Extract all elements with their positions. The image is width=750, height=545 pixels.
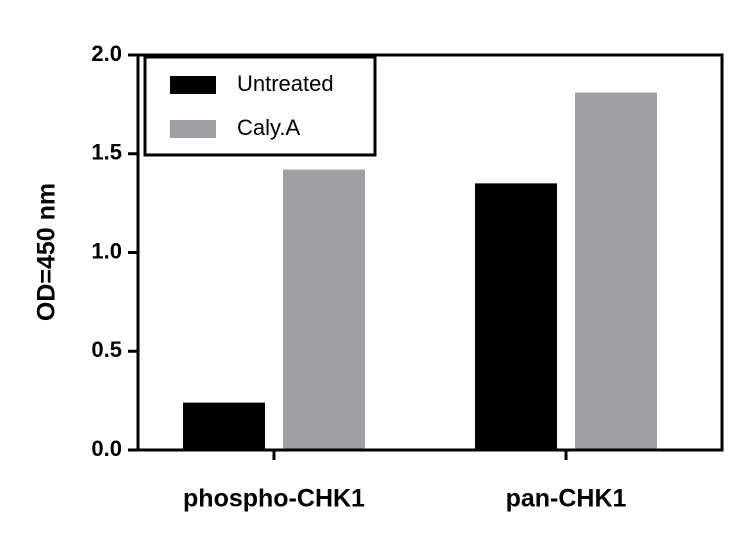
bar: [475, 183, 557, 450]
bar: [575, 92, 657, 451]
legend-box: [143, 55, 377, 157]
legend-swatch: [170, 76, 216, 94]
legend-label: Untreated: [237, 71, 334, 96]
plot-frame: [136, 53, 724, 452]
bar: [283, 169, 365, 451]
y-tick-label: 0.0: [91, 436, 122, 461]
y-tick-label: 0.5: [91, 337, 122, 362]
legend-label: Caly.A: [237, 115, 300, 140]
y-tick-label: 2.0: [91, 41, 122, 66]
y-axis-label: OD=450 nm: [33, 183, 61, 321]
y-tick-label: 1.0: [91, 238, 122, 263]
y-tick-label: 1.5: [91, 140, 122, 165]
x-tick-label: pan-CHK1: [506, 485, 627, 513]
x-tick-label: phospho-CHK1: [183, 485, 365, 513]
legend-swatch: [170, 120, 216, 138]
bar: [183, 402, 265, 450]
